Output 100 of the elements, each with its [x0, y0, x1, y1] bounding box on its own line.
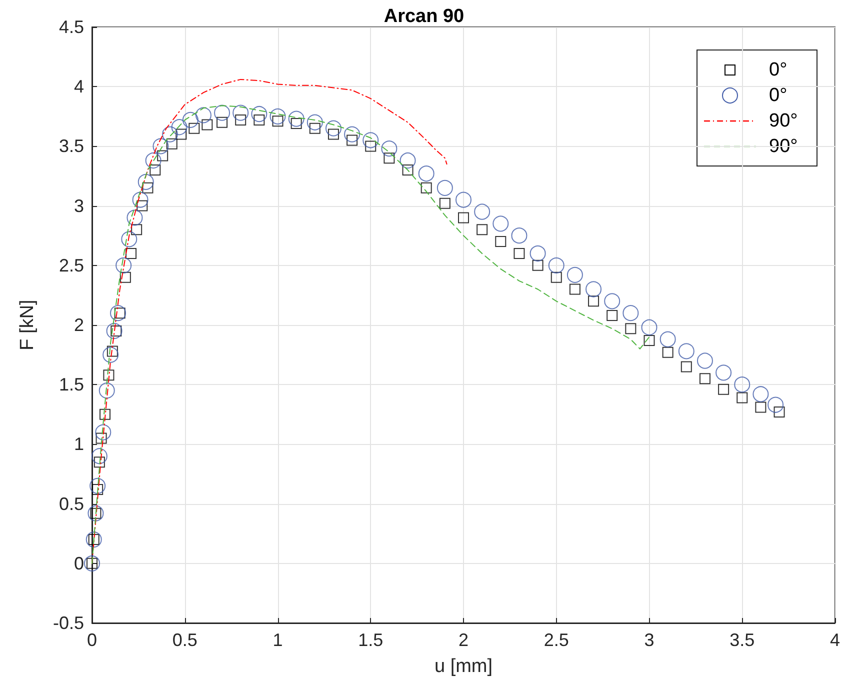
point	[662, 346, 674, 358]
point	[736, 392, 748, 404]
y-tick-label: 3.5	[58, 136, 84, 156]
point	[622, 305, 639, 322]
legend-label: 0°	[769, 85, 788, 106]
point	[100, 408, 111, 420]
point	[251, 106, 268, 122]
point	[306, 114, 323, 130]
point	[126, 248, 137, 259]
point	[214, 104, 230, 121]
y-tick-label: 0.5	[58, 494, 84, 514]
legend-label: 0°	[769, 60, 788, 80]
point	[362, 132, 379, 148]
point	[660, 331, 676, 348]
point	[548, 257, 564, 274]
point	[182, 112, 198, 128]
y-tick-label: 4	[74, 76, 84, 97]
point	[439, 198, 450, 209]
legend-label: 90°	[769, 110, 798, 132]
point	[569, 284, 580, 295]
point	[492, 216, 509, 232]
point	[232, 104, 249, 121]
point	[132, 192, 148, 208]
point	[644, 334, 655, 346]
y-axis-title: F [kN]	[17, 300, 38, 350]
point	[152, 138, 169, 154]
point	[288, 110, 304, 127]
point	[458, 212, 469, 224]
point	[641, 319, 658, 336]
point	[530, 245, 546, 262]
point	[270, 108, 286, 124]
y-tick-label: 2	[74, 315, 84, 335]
point	[696, 352, 713, 369]
point	[680, 361, 692, 372]
point	[145, 152, 162, 168]
y-tick-label: 0	[74, 553, 84, 574]
point	[138, 174, 154, 190]
point	[606, 310, 618, 321]
point	[325, 120, 342, 136]
point	[90, 478, 106, 494]
point	[216, 116, 228, 128]
x-tick-label: 0	[86, 630, 98, 650]
point	[768, 396, 784, 413]
point	[436, 180, 453, 196]
point	[511, 228, 528, 244]
x-tick-label: 4	[830, 630, 840, 650]
point	[94, 456, 105, 468]
point	[150, 164, 161, 176]
point	[586, 281, 602, 298]
x-tick-label: 2	[458, 630, 469, 650]
point	[550, 272, 562, 283]
point	[344, 126, 360, 142]
y-tick-label: -0.5	[52, 613, 84, 633]
point	[328, 128, 339, 140]
point	[95, 424, 112, 440]
chart-title: Arcan 90	[384, 6, 464, 27]
point	[566, 266, 583, 283]
point	[121, 231, 138, 248]
point	[142, 182, 154, 194]
point	[678, 343, 694, 360]
point	[98, 382, 115, 399]
point	[346, 134, 358, 146]
point	[418, 166, 434, 182]
point	[166, 138, 178, 150]
point	[235, 114, 246, 126]
x-tick-label: 0.5	[172, 630, 198, 650]
point	[755, 402, 766, 413]
point	[474, 204, 490, 220]
y-tick-label: 1	[74, 434, 84, 454]
point	[91, 448, 108, 464]
point	[188, 122, 200, 134]
point	[102, 346, 119, 363]
point	[716, 364, 732, 381]
point	[106, 322, 122, 339]
point	[162, 126, 178, 142]
point	[110, 305, 126, 322]
point	[365, 140, 376, 152]
point	[752, 386, 769, 402]
point	[420, 182, 432, 194]
point	[400, 152, 416, 168]
point	[734, 376, 750, 393]
y-tick-label: 4.5	[58, 17, 84, 37]
y-tick-label: 3	[74, 196, 84, 216]
point	[476, 224, 488, 236]
y-tick-label: 2.5	[58, 255, 84, 276]
point	[604, 293, 620, 310]
point	[384, 152, 395, 164]
x-tick-label: 3	[644, 630, 654, 650]
point	[495, 236, 506, 248]
point	[103, 370, 114, 381]
point	[588, 296, 600, 307]
x-tick-label: 1.5	[358, 630, 384, 650]
point	[131, 224, 142, 236]
point	[136, 200, 148, 212]
x-tick-label: 3.5	[730, 630, 755, 650]
point	[157, 150, 168, 162]
point	[195, 107, 212, 124]
x-axis-title: u [mm]	[434, 656, 493, 677]
point	[699, 373, 710, 384]
point	[120, 272, 131, 283]
